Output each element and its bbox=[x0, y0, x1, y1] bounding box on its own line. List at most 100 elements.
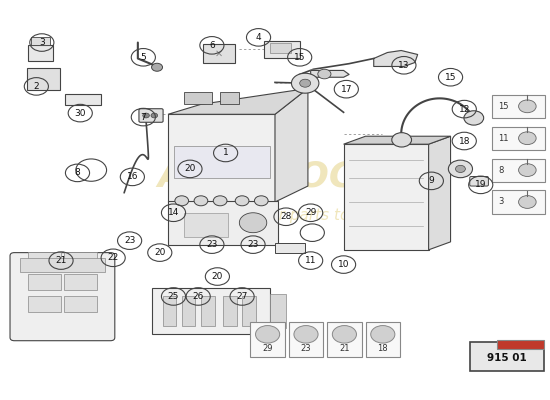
Bar bbox=[492, 190, 546, 214]
Circle shape bbox=[332, 326, 356, 343]
Ellipse shape bbox=[235, 196, 249, 206]
Bar bbox=[470, 342, 544, 372]
Text: 25: 25 bbox=[168, 292, 179, 301]
Text: 23: 23 bbox=[248, 240, 258, 249]
Bar bbox=[242, 296, 256, 326]
Bar bbox=[168, 201, 278, 245]
Text: 30: 30 bbox=[74, 109, 86, 118]
Bar bbox=[28, 274, 61, 290]
Bar bbox=[184, 92, 212, 104]
Bar bbox=[497, 340, 544, 350]
Circle shape bbox=[300, 79, 311, 87]
Bar bbox=[64, 252, 97, 268]
Text: 7: 7 bbox=[140, 112, 146, 122]
Bar bbox=[168, 114, 275, 202]
Text: 915 01: 915 01 bbox=[487, 354, 527, 364]
Bar bbox=[173, 146, 270, 178]
Text: 26: 26 bbox=[192, 292, 204, 301]
Text: 19: 19 bbox=[475, 180, 487, 189]
Text: 8: 8 bbox=[75, 168, 80, 177]
Bar bbox=[201, 296, 214, 326]
Circle shape bbox=[151, 113, 158, 118]
Text: 10: 10 bbox=[338, 260, 349, 269]
Bar bbox=[492, 158, 546, 182]
Text: 9: 9 bbox=[428, 176, 434, 185]
Bar bbox=[20, 258, 105, 272]
Polygon shape bbox=[344, 136, 450, 144]
Polygon shape bbox=[428, 136, 450, 250]
Bar bbox=[28, 296, 61, 312]
Bar bbox=[152, 288, 270, 334]
Text: 11: 11 bbox=[305, 256, 316, 265]
Text: 17: 17 bbox=[340, 85, 352, 94]
Text: 20: 20 bbox=[154, 248, 166, 257]
Text: 23: 23 bbox=[206, 240, 218, 249]
Bar bbox=[344, 144, 428, 250]
Bar bbox=[250, 322, 285, 358]
Text: a priori motor parts tools: a priori motor parts tools bbox=[179, 208, 371, 224]
Ellipse shape bbox=[213, 196, 227, 206]
Bar bbox=[31, 37, 50, 45]
Bar bbox=[184, 213, 228, 237]
Circle shape bbox=[143, 113, 150, 118]
Text: 15: 15 bbox=[498, 102, 509, 111]
Polygon shape bbox=[374, 50, 417, 66]
Bar bbox=[27, 68, 60, 90]
Bar bbox=[182, 296, 195, 326]
Bar bbox=[65, 94, 101, 105]
Bar bbox=[492, 95, 546, 118]
Text: 5: 5 bbox=[140, 53, 146, 62]
Bar bbox=[220, 92, 239, 104]
Bar bbox=[28, 252, 61, 268]
Circle shape bbox=[256, 326, 279, 343]
Text: AUTODOC'S: AUTODOC'S bbox=[157, 159, 393, 193]
Text: 8: 8 bbox=[498, 166, 504, 175]
Text: 29: 29 bbox=[305, 208, 316, 217]
Text: 20: 20 bbox=[184, 164, 196, 174]
Text: 18: 18 bbox=[459, 136, 470, 146]
Circle shape bbox=[519, 164, 536, 176]
Polygon shape bbox=[168, 88, 308, 114]
Bar bbox=[289, 322, 323, 358]
Circle shape bbox=[448, 160, 472, 178]
Text: 21: 21 bbox=[339, 344, 350, 353]
Text: 23: 23 bbox=[301, 344, 311, 353]
Text: 12: 12 bbox=[459, 105, 470, 114]
Text: 18: 18 bbox=[377, 344, 388, 353]
Text: 20: 20 bbox=[212, 272, 223, 281]
Bar bbox=[64, 274, 97, 290]
Ellipse shape bbox=[194, 196, 208, 206]
Bar bbox=[28, 45, 53, 61]
Bar bbox=[492, 127, 546, 150]
Bar bbox=[264, 40, 300, 58]
Text: 2: 2 bbox=[34, 82, 39, 91]
Text: 15: 15 bbox=[294, 53, 305, 62]
Text: 21: 21 bbox=[56, 256, 67, 265]
Bar bbox=[275, 243, 305, 253]
Text: 27: 27 bbox=[236, 292, 248, 301]
FancyBboxPatch shape bbox=[10, 253, 115, 341]
Bar bbox=[270, 42, 292, 52]
Ellipse shape bbox=[175, 196, 189, 206]
Text: ✕: ✕ bbox=[214, 48, 223, 58]
Text: 6: 6 bbox=[209, 41, 215, 50]
Circle shape bbox=[292, 73, 319, 93]
FancyBboxPatch shape bbox=[139, 109, 163, 122]
Text: 29: 29 bbox=[262, 344, 273, 353]
Circle shape bbox=[239, 213, 267, 233]
Circle shape bbox=[294, 326, 318, 343]
Circle shape bbox=[392, 133, 411, 147]
Bar bbox=[327, 322, 362, 358]
Circle shape bbox=[371, 326, 395, 343]
Text: 3: 3 bbox=[39, 38, 45, 47]
Text: 14: 14 bbox=[168, 208, 179, 217]
Text: 13: 13 bbox=[398, 61, 410, 70]
Text: 15: 15 bbox=[445, 73, 456, 82]
Text: 28: 28 bbox=[280, 212, 292, 221]
Polygon shape bbox=[311, 70, 349, 77]
Polygon shape bbox=[275, 88, 308, 202]
Bar bbox=[163, 296, 176, 326]
Text: 4: 4 bbox=[256, 33, 261, 42]
Bar bbox=[64, 296, 97, 312]
Ellipse shape bbox=[255, 196, 268, 206]
